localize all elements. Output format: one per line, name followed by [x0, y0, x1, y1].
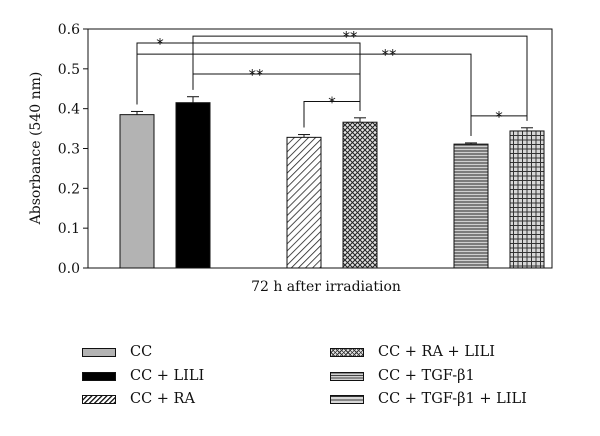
legend-swatch — [330, 371, 364, 381]
y-tick-label: 0.3 — [58, 142, 80, 158]
legend-label: CC + RA + LILI — [378, 344, 496, 360]
legend-label: CC + RA — [130, 391, 195, 407]
plot-area: 0.00.10.20.30.40.50.6* ******** — [58, 22, 553, 277]
legend-item: CC + TGF-β1 + LILI — [330, 391, 527, 407]
y-tick-label: 0.0 — [58, 261, 80, 277]
y-axis-label: Absorbance (540 nm) — [28, 72, 44, 226]
bar — [342, 121, 378, 269]
legend-label: CC + LILI — [130, 368, 205, 384]
legend-item: CC + RA — [82, 391, 195, 407]
significance-bracket — [303, 100, 361, 128]
significance-label: * — [495, 108, 503, 126]
legend-label: CC + TGF-β1 — [378, 368, 475, 384]
y-tick-label: 0.2 — [58, 181, 80, 197]
legend-item: CC + TGF-β1 — [330, 368, 475, 384]
legend-label: CC — [130, 344, 153, 360]
bar-chart: 0.00.10.20.30.40.50.6* ******** Absorbanc… — [28, 22, 553, 295]
significance-label: ** — [343, 28, 359, 46]
bar — [175, 102, 211, 269]
y-tick-label: 0.5 — [58, 62, 80, 78]
legend-item: CC + RA + LILI — [330, 344, 495, 360]
significance-label: ** — [249, 66, 265, 84]
y-tick-label: 0.6 — [58, 22, 80, 38]
bar — [509, 130, 545, 269]
legend-swatch — [82, 371, 116, 381]
legend-swatch — [330, 347, 364, 357]
significance-bracket — [470, 115, 528, 136]
significance-label: ** — [382, 46, 398, 64]
y-tick-label: 0.4 — [58, 102, 80, 118]
y-tick-label: 0.1 — [58, 221, 80, 237]
legend-label: CC + TGF-β1 + LILI — [378, 391, 527, 407]
significance-bracket — [192, 73, 361, 111]
bar — [119, 114, 155, 269]
legend-item: CC — [82, 344, 152, 360]
legend-swatch — [82, 347, 116, 357]
significance-label: * — [156, 35, 164, 53]
legend-swatch — [330, 394, 364, 404]
x-axis-label: 72 h after irradiation — [251, 279, 401, 295]
legend-item: CC + LILI — [82, 368, 204, 384]
significance-bracket — [192, 35, 528, 121]
bar — [453, 143, 489, 269]
significance-label: * — [328, 93, 336, 111]
bar — [286, 136, 322, 269]
significance-bracket — [136, 53, 472, 136]
legend-swatch — [82, 394, 116, 404]
